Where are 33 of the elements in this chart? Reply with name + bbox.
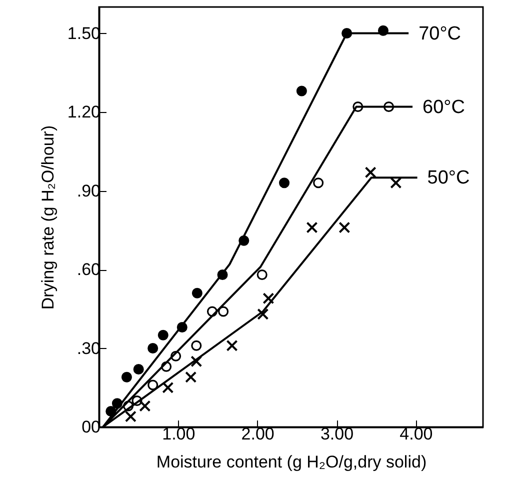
point <box>257 308 269 320</box>
point <box>185 371 197 383</box>
point <box>279 178 290 188</box>
y-axis-title: Drying rate (g H₂O/hour) <box>38 125 58 310</box>
x-axis-title: Moisture content (g H₂O/g,dry solid) <box>156 452 427 472</box>
point <box>121 372 132 382</box>
x-tick-label: 4.00 <box>400 424 433 444</box>
point <box>158 330 168 340</box>
point <box>124 410 136 422</box>
x-tick-label: 1.00 <box>162 424 196 444</box>
point <box>191 340 202 351</box>
point <box>218 306 229 317</box>
point <box>190 356 202 368</box>
point <box>306 222 318 234</box>
point <box>296 86 307 96</box>
point <box>364 166 376 178</box>
point <box>162 382 174 394</box>
point <box>148 380 158 390</box>
point <box>313 178 324 188</box>
point <box>192 288 202 298</box>
point <box>256 269 268 280</box>
series-label: 50°C <box>427 168 470 189</box>
point <box>262 292 274 304</box>
point <box>148 342 158 354</box>
x-tick-label: 2.00 <box>241 424 274 444</box>
point <box>133 364 144 375</box>
point <box>226 340 238 352</box>
series-label: 60°C <box>422 96 465 118</box>
x-tick-label: 3.00 <box>320 424 354 444</box>
point <box>139 400 151 412</box>
series-label: 70°C <box>418 23 462 44</box>
point <box>338 222 350 234</box>
point <box>390 177 402 189</box>
